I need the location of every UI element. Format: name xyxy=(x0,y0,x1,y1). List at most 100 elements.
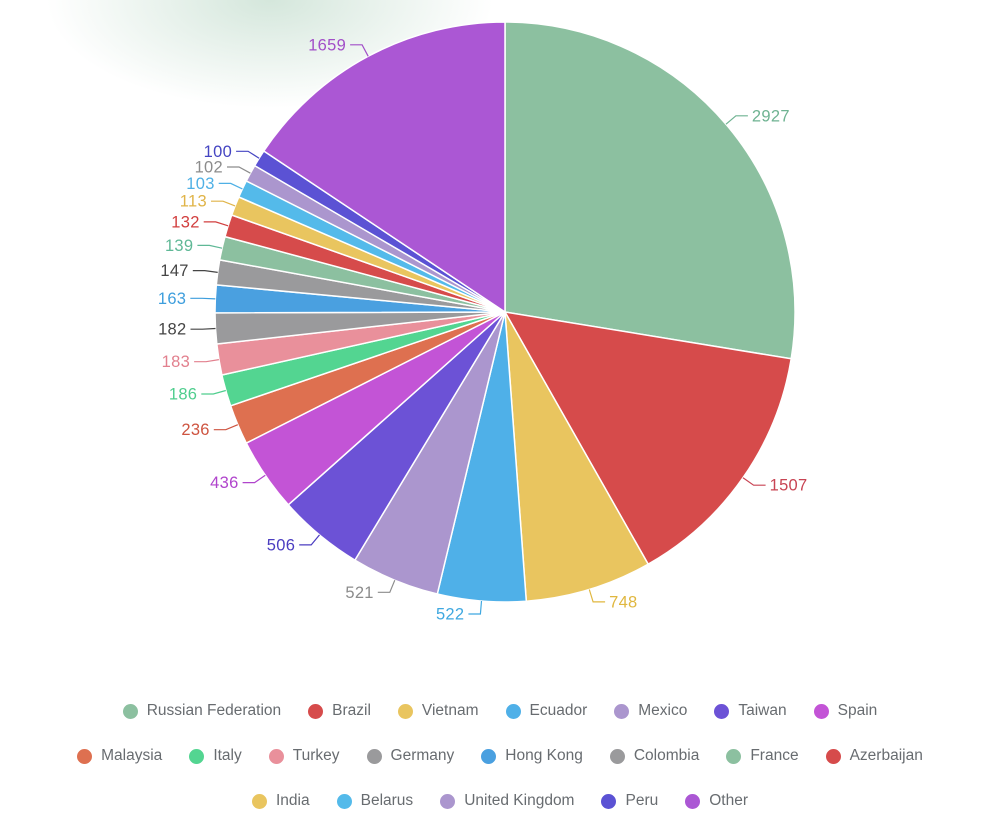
legend-color-dot-brazil xyxy=(308,703,324,719)
label-leader-line-brazil xyxy=(742,477,766,486)
slice-value-label-russian-federation: 2927 xyxy=(752,107,790,125)
pie-slice-russian-federation[interactable] xyxy=(504,21,796,360)
legend-row-3: India Belarus United Kingdom Peru Other xyxy=(0,790,1000,812)
legend-label: Germany xyxy=(390,747,455,764)
legend-item-malaysia[interactable]: Malaysia xyxy=(77,747,162,765)
legend-color-dot-malaysia xyxy=(77,748,93,764)
legend-color-dot-hong-kong xyxy=(481,748,497,764)
legend-color-dot-italy xyxy=(189,748,205,764)
legend-label: Ecuador xyxy=(529,702,588,719)
label-leader-line-germany xyxy=(190,327,216,330)
label-leader-line-turkey xyxy=(194,359,219,363)
label-leader-line-russian-federation xyxy=(725,115,748,125)
legend-row-1: Russian Federation Brazil Vietnam Ecuador Me… xyxy=(0,700,1000,722)
legend-item-italy[interactable]: Italy xyxy=(189,747,242,765)
pie-slice-vietnam[interactable] xyxy=(504,311,649,602)
legend-label: Brazil xyxy=(332,702,371,719)
legend-item-azerbaijan[interactable]: Azerbaijan xyxy=(825,747,923,765)
legend-item-brazil[interactable]: Brazil xyxy=(308,702,371,720)
label-leader-line-vietnam xyxy=(588,589,606,603)
legend-item-vietnam[interactable]: Vietnam xyxy=(397,702,479,720)
legend-label: Vietnam xyxy=(421,702,479,719)
legend-color-dot-germany xyxy=(366,748,382,764)
legend-label: Italy xyxy=(213,747,242,764)
slice-value-label-colombia: 147 xyxy=(160,262,188,280)
legend-label: Colombia xyxy=(633,747,700,764)
legend-color-dot-vietnam xyxy=(397,703,413,719)
slice-value-label-other: 1659 xyxy=(308,36,346,54)
slice-value-label-india: 113 xyxy=(180,193,207,211)
legend-color-dot-azerbaijan xyxy=(825,748,841,764)
legend-color-dot-france xyxy=(726,748,742,764)
legend-item-russian-federation[interactable]: Russian Federation xyxy=(122,702,282,720)
slice-value-label-peru: 100 xyxy=(204,143,232,161)
legend-item-spain[interactable]: Spain xyxy=(813,702,877,720)
slice-value-label-hong-kong: 163 xyxy=(158,290,186,308)
legend-item-united-kingdom[interactable]: United Kingdom xyxy=(440,792,574,810)
legend-item-france[interactable]: France xyxy=(726,747,799,765)
slice-value-label-italy: 186 xyxy=(169,386,197,404)
slice-value-label-united-kingdom: 102 xyxy=(195,159,223,177)
slice-value-label-spain: 436 xyxy=(210,474,238,492)
label-leader-line-italy xyxy=(201,389,226,395)
legend-item-colombia[interactable]: Colombia xyxy=(609,747,700,765)
legend-label: Hong Kong xyxy=(505,747,583,764)
legend-label: Azerbaijan xyxy=(849,747,923,764)
label-leader-line-mexico xyxy=(377,579,396,593)
slice-value-label-taiwan: 506 xyxy=(267,536,295,554)
legend-color-dot-colombia xyxy=(609,748,625,764)
legend-color-dot-taiwan xyxy=(714,703,730,719)
pie-slice-brazil[interactable] xyxy=(504,311,792,565)
legend-row-2: Malaysia Italy Turkey Germany Hong Kong Colom… xyxy=(0,745,1000,767)
legend-color-dot-spain xyxy=(813,703,829,719)
legend-color-dot-other xyxy=(685,793,701,809)
legend-label: Peru xyxy=(625,792,659,809)
legend-label: Belarus xyxy=(360,792,414,809)
legend-color-dot-belarus xyxy=(336,793,352,809)
label-leader-line-other xyxy=(350,44,369,57)
slice-value-label-brazil: 1507 xyxy=(770,477,808,495)
label-leader-line-peru xyxy=(236,150,260,159)
label-leader-line-belarus xyxy=(218,182,243,190)
slice-value-label-azerbaijan: 132 xyxy=(171,213,199,231)
label-leader-line-azerbaijan xyxy=(203,221,229,227)
slice-value-label-malaysia: 236 xyxy=(181,421,209,439)
legend-label: Malaysia xyxy=(101,747,163,764)
pie-slice-other[interactable] xyxy=(263,21,506,313)
legend-label: Other xyxy=(709,792,748,809)
legend-color-dot-ecuador xyxy=(505,703,521,719)
legend-item-ecuador[interactable]: Ecuador xyxy=(505,702,588,720)
legend-item-peru[interactable]: Peru xyxy=(601,792,658,810)
label-leader-line-taiwan xyxy=(299,534,320,546)
legend-label: Mexico xyxy=(638,702,688,719)
legend-item-belarus[interactable]: Belarus xyxy=(336,792,414,810)
chart-legend: Russian Federation Brazil Vietnam Ecuador Me… xyxy=(0,700,1000,812)
label-leader-line-hong-kong xyxy=(190,297,216,300)
slice-value-label-mexico: 521 xyxy=(345,584,373,602)
legend-item-mexico[interactable]: Mexico xyxy=(614,702,687,720)
slice-value-label-vietnam: 748 xyxy=(609,593,637,611)
label-leader-line-france xyxy=(197,244,223,249)
slice-value-label-france: 139 xyxy=(165,237,193,255)
label-leader-line-malaysia xyxy=(213,424,239,431)
legend-item-other[interactable]: Other xyxy=(685,792,748,810)
legend-item-turkey[interactable]: Turkey xyxy=(268,747,340,765)
legend-label: India xyxy=(276,792,310,809)
label-leader-line-colombia xyxy=(192,270,218,273)
label-leader-line-ecuador xyxy=(468,600,483,615)
legend-item-hong-kong[interactable]: Hong Kong xyxy=(481,747,583,765)
legend-color-dot-india xyxy=(252,793,267,809)
legend-color-dot-turkey xyxy=(268,748,284,764)
legend-item-india[interactable]: India xyxy=(252,792,310,810)
legend-label: Turkey xyxy=(292,747,340,764)
legend-item-taiwan[interactable]: Taiwan xyxy=(714,702,787,720)
legend-label: France xyxy=(750,747,799,764)
label-leader-line-india xyxy=(211,200,236,207)
legend-color-dot-russian-federation xyxy=(122,703,138,719)
label-leader-line-united-kingdom xyxy=(227,166,251,174)
pie-chart: 2927 1507 748 522 521 506 436 236 186 183 182 163 14… xyxy=(158,21,808,624)
legend-color-dot-united-kingdom xyxy=(440,793,456,809)
legend-label: Russian Federation xyxy=(146,702,282,719)
legend-item-germany[interactable]: Germany xyxy=(366,747,455,765)
